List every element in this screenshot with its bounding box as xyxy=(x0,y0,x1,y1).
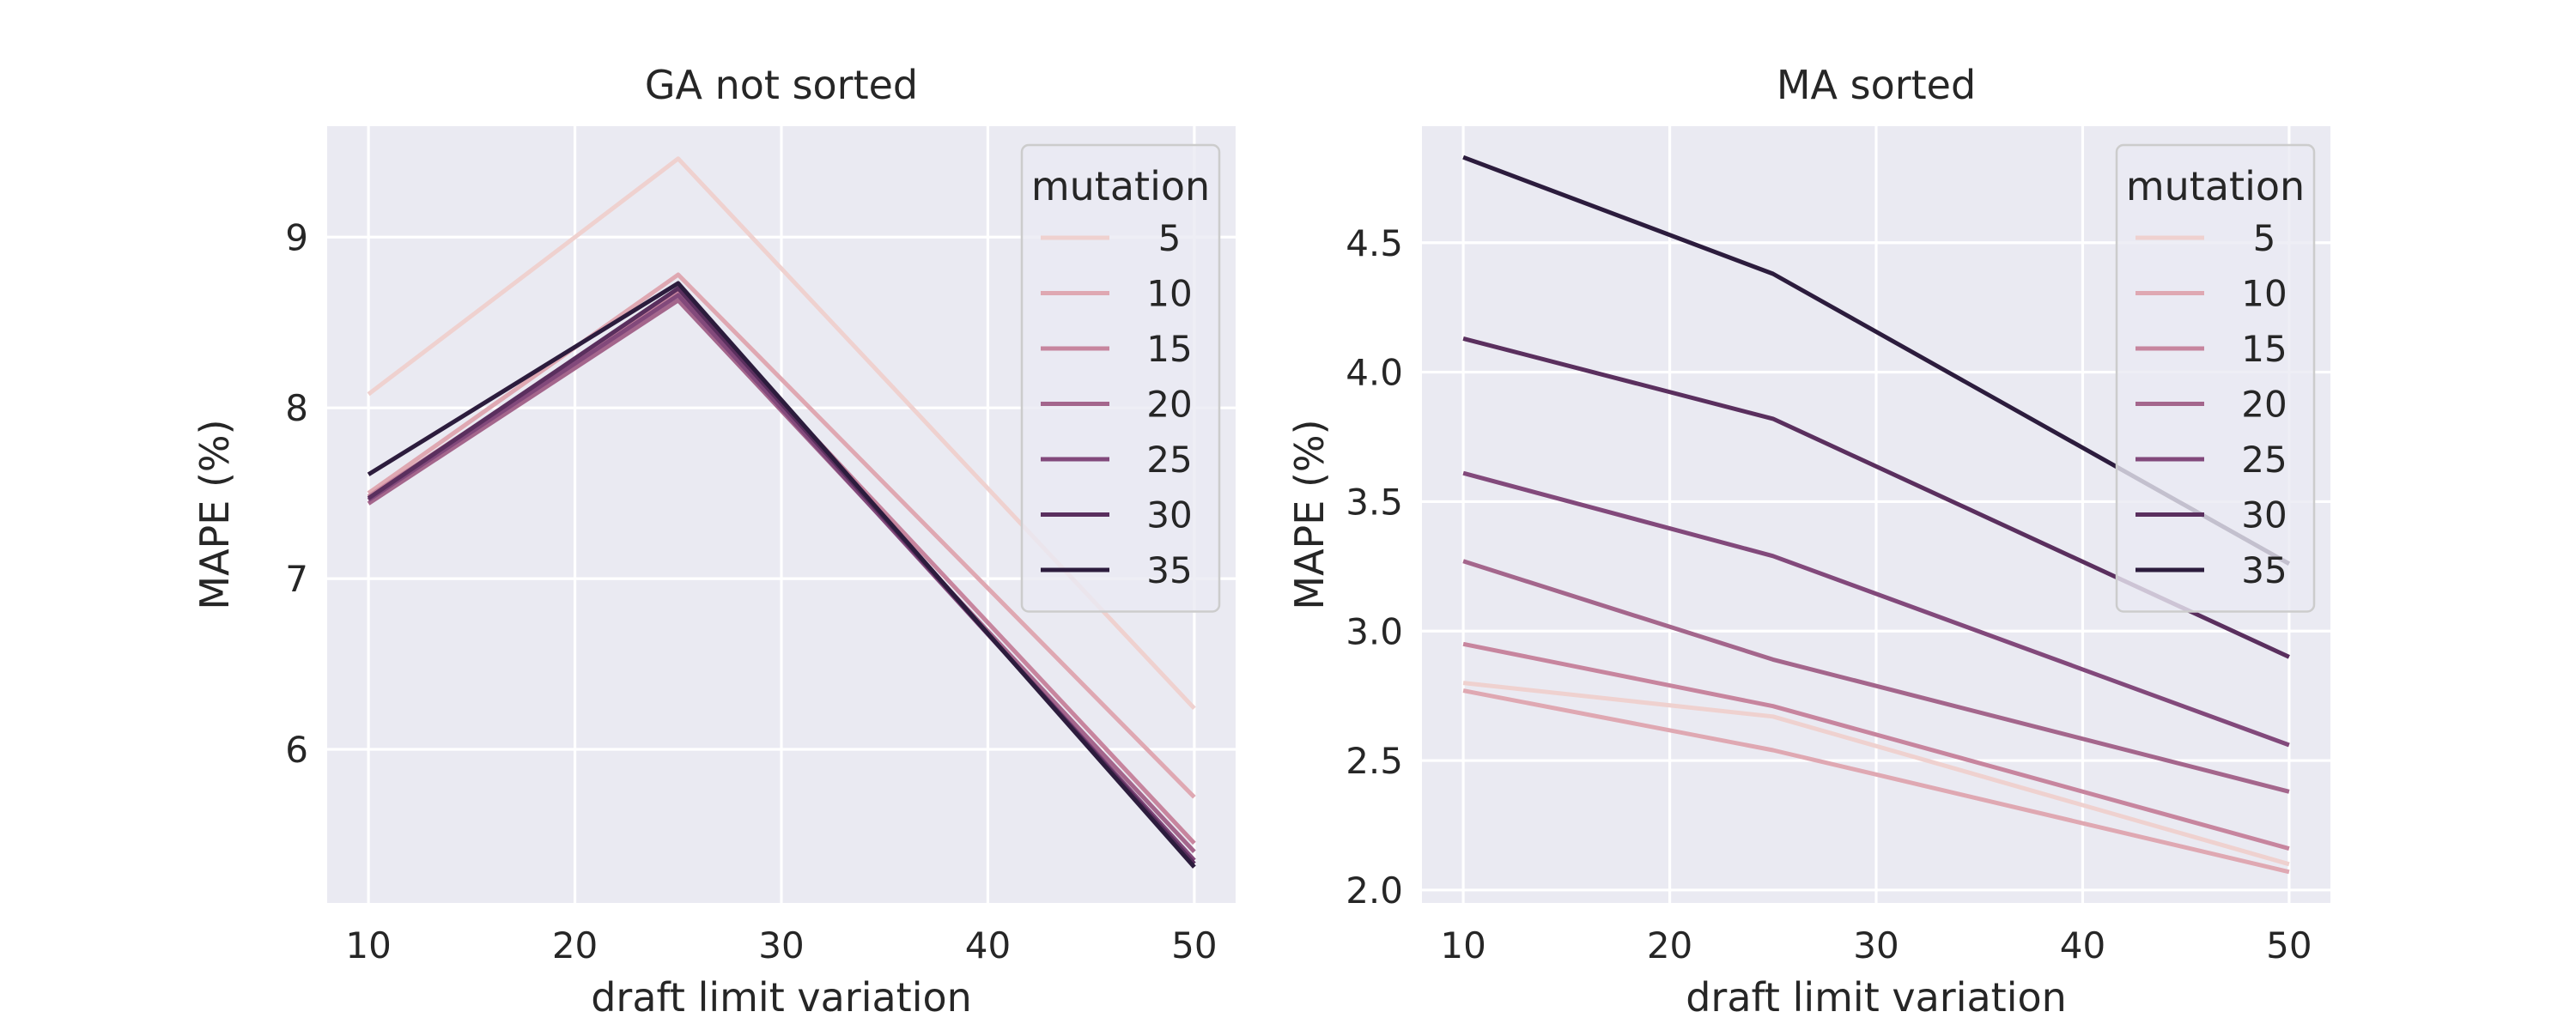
x-axis-label: draft limit variation xyxy=(1686,974,2067,1021)
y-tick-label: 7 xyxy=(285,558,308,600)
legend: mutation 5 10 15 20 25 30 35 xyxy=(2115,143,2316,613)
y-tick-label: 2.0 xyxy=(1346,869,1403,912)
legend-label: 30 xyxy=(2241,494,2287,536)
chart-title: GA not sorted xyxy=(645,62,918,108)
legend-box xyxy=(1020,143,1221,613)
x-tick-label: 30 xyxy=(1853,924,1899,966)
x-tick-label: 10 xyxy=(1440,924,1485,966)
legend-label: 20 xyxy=(2241,384,2287,426)
legend-label: 25 xyxy=(2241,439,2287,481)
y-tick-label: 2.5 xyxy=(1346,740,1403,782)
x-tick-label: 50 xyxy=(2266,924,2312,966)
legend-title: mutation xyxy=(1031,163,1210,209)
legend-label: 25 xyxy=(1146,439,1192,481)
x-tick-label: 20 xyxy=(552,924,598,966)
series-line-mutation-25 xyxy=(1462,470,2290,748)
x-axis-label: draft limit variation xyxy=(591,974,972,1021)
x-tick-label: 40 xyxy=(965,924,1011,966)
series-line-mutation-20 xyxy=(1462,559,2290,794)
legend-label: 15 xyxy=(2241,328,2287,370)
series-line-mutation-5 xyxy=(1462,681,2290,867)
legend-label: 10 xyxy=(2241,273,2287,315)
legend-label: 20 xyxy=(1146,384,1192,426)
y-axis-label: MAPE (%) xyxy=(191,419,238,609)
legend-title: mutation xyxy=(2126,163,2305,209)
y-tick-label: 9 xyxy=(285,216,308,258)
series-line-mutation-10 xyxy=(1462,688,2290,875)
y-tick-label: 3.5 xyxy=(1346,481,1403,523)
legend-label: 5 xyxy=(2253,217,2276,259)
legend-label: 15 xyxy=(1146,328,1192,370)
chart-panel-1: 10 20 30 40 50 6 7 8 9 GA not sorted draft limit v… xyxy=(191,62,1236,1021)
series-line-mutation-10 xyxy=(367,272,1196,799)
legend-label: 35 xyxy=(1146,549,1192,591)
series-line-mutation-35 xyxy=(367,281,1196,869)
chart-panel-2: 10 20 30 40 50 2.0 2.5 3.0 3.5 4.0 4.5 MA sorted dra… xyxy=(1286,62,2330,1021)
x-tick-label: 30 xyxy=(758,924,804,966)
legend-label: 5 xyxy=(1158,217,1182,259)
y-tick-label: 4.5 xyxy=(1346,222,1403,264)
y-axis-label: MAPE (%) xyxy=(1286,419,1333,609)
legend-label: 10 xyxy=(1146,273,1192,315)
legend-label: 30 xyxy=(1146,494,1192,536)
x-tick-label: 10 xyxy=(345,924,391,966)
chart-title: MA sorted xyxy=(1777,62,1976,108)
x-tick-label: 50 xyxy=(1171,924,1217,966)
y-tick-label: 4.0 xyxy=(1346,352,1403,394)
legend-box xyxy=(2115,143,2316,613)
series-line-mutation-20 xyxy=(367,298,1196,854)
legend: mutation 5 10 15 20 25 30 35 xyxy=(1020,143,1221,613)
y-tick-label: 8 xyxy=(285,387,308,429)
legend-label: 35 xyxy=(2241,549,2287,591)
series-line-mutation-15 xyxy=(1462,641,2290,851)
x-tick-label: 40 xyxy=(2060,924,2105,966)
y-tick-label: 6 xyxy=(285,729,308,771)
x-tick-label: 20 xyxy=(1647,924,1692,966)
y-tick-label: 3.0 xyxy=(1346,610,1403,652)
